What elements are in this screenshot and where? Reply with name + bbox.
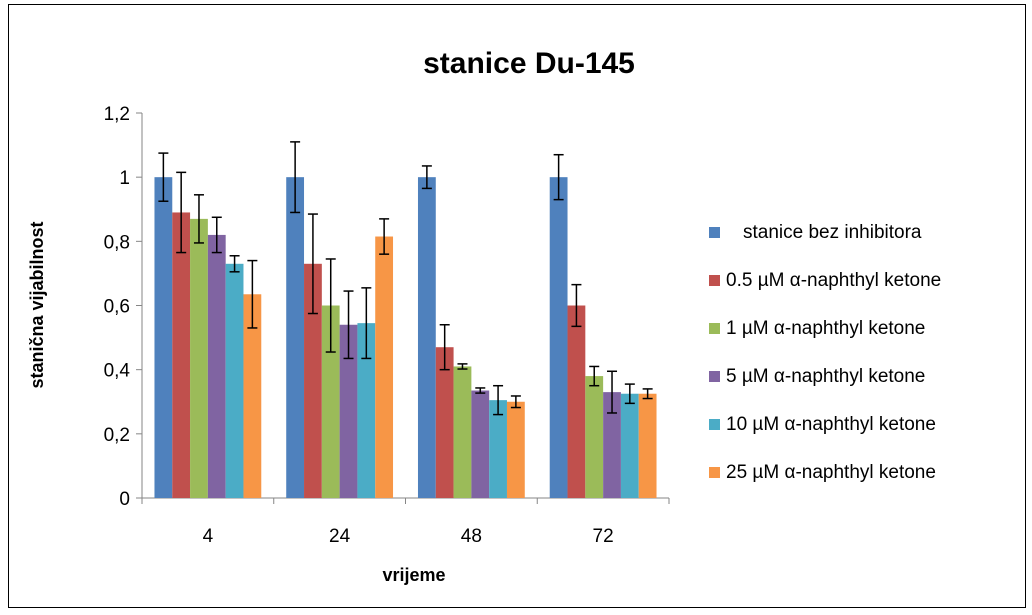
x-tick-label: 24 <box>329 526 351 547</box>
y-tick-label: 0 <box>119 489 130 510</box>
legend-swatch <box>709 275 720 286</box>
legend-label: 5 µM α-naphthyl ketone <box>726 366 925 387</box>
bar <box>567 305 586 498</box>
legend-label: 0.5 µM α-naphthyl ketone <box>726 270 941 291</box>
bar <box>339 324 358 498</box>
bar <box>375 236 394 499</box>
plot-area: 0 0,2 0,4 0,6 0,8 1 1,2 4 24 48 72 <box>104 104 670 547</box>
legend-label: 10 µM α-naphthyl ketone <box>726 414 936 435</box>
x-tick-label: 4 <box>203 526 214 547</box>
x-axis-title: vrijeme <box>382 565 445 585</box>
bar <box>506 401 525 498</box>
bar <box>304 263 322 498</box>
legend-label: 1 µM α-naphthyl ketone <box>726 318 925 339</box>
bar <box>435 347 454 498</box>
bar <box>225 263 244 498</box>
y-axis-title: stanična vijabilnost <box>27 221 47 388</box>
legend-label: 25 µM α-naphthyl ketone <box>726 462 936 483</box>
y-tick-label: 0,4 <box>104 361 131 382</box>
legend-swatch <box>709 371 720 382</box>
bar <box>207 234 226 498</box>
chart-svg: stanice Du-145 00,20,40,60,811,24 24 48 72 … <box>27 47 941 585</box>
bar <box>243 294 262 498</box>
bar <box>620 393 639 498</box>
bar <box>417 177 436 498</box>
chart-frame: stanice Du-145 0 0,2 0,4 0,6 0,8 1 1,2 4 24 48 72 … <box>8 4 1026 608</box>
bar <box>489 400 507 498</box>
legend-swatch <box>709 467 720 478</box>
bar <box>638 393 657 498</box>
bar <box>453 366 472 498</box>
legend-swatch <box>709 227 720 238</box>
bar <box>603 392 621 498</box>
y-tick-label: 0,8 <box>104 232 130 253</box>
chart-title: stanice Du-145 <box>423 47 635 80</box>
bar <box>154 177 173 498</box>
legend-swatch <box>709 323 720 334</box>
bar <box>172 212 191 499</box>
x-tick-label: 48 <box>461 526 482 547</box>
x-tick-label: 72 <box>593 526 614 547</box>
bar <box>471 390 490 498</box>
legend-swatch <box>709 419 720 430</box>
y-tick-label: 1,2 <box>104 104 130 125</box>
bar <box>321 305 340 498</box>
bar <box>190 218 208 498</box>
y-tick-label: 1 <box>119 168 130 189</box>
y-tick-label: 0,6 <box>104 297 130 318</box>
bar <box>549 177 568 498</box>
bar <box>286 177 305 498</box>
legend: stanice bez inhibitora 0.5 µM α-naphthyl … <box>709 222 941 483</box>
y-tick-label: 0,2 <box>104 425 130 446</box>
bar <box>585 376 604 498</box>
bar <box>357 323 376 498</box>
legend-label: stanice bez inhibitora <box>743 222 922 243</box>
